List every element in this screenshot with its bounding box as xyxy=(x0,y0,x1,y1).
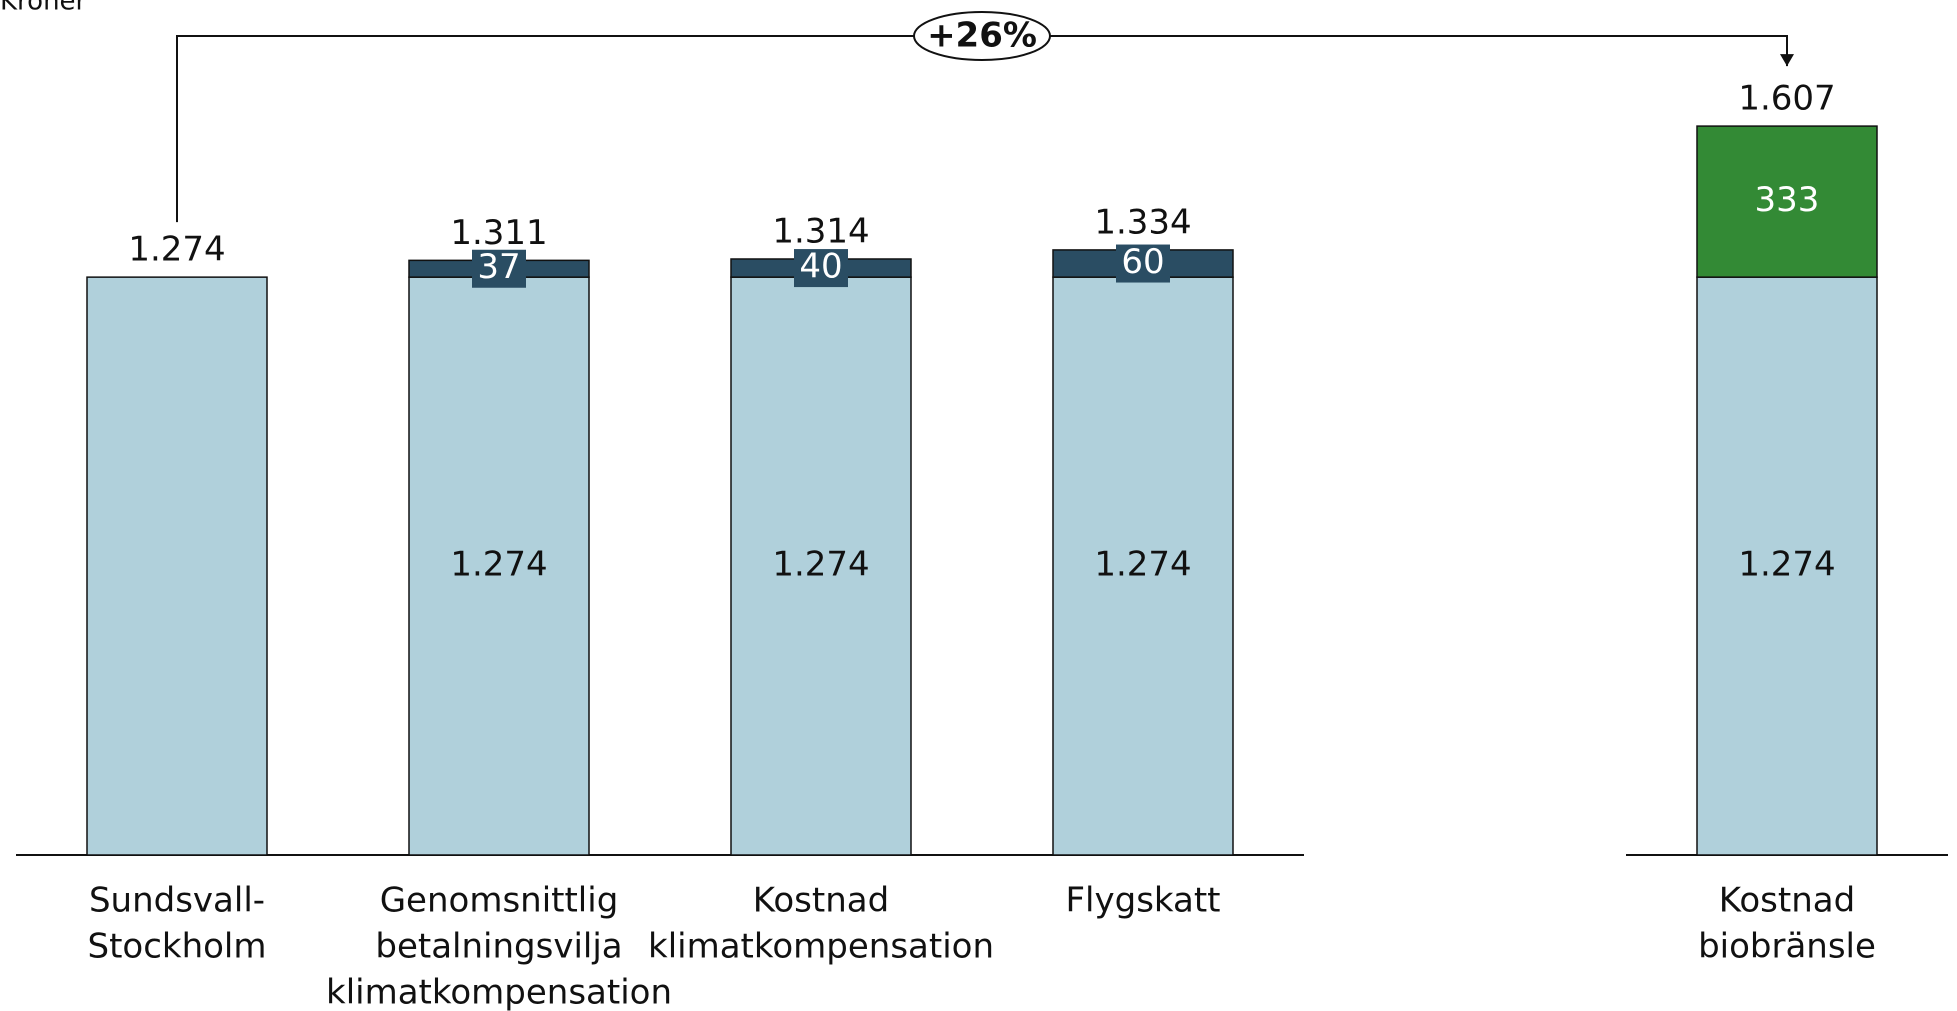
value-label: 333 xyxy=(1755,180,1820,220)
value-label: 1.274 xyxy=(772,545,869,585)
label-box xyxy=(794,249,848,288)
annotation-bubble xyxy=(913,11,1051,61)
value-label: 37 xyxy=(477,247,520,287)
value-label: 1.274 xyxy=(1738,545,1835,585)
total-label: 1.311 xyxy=(450,213,547,253)
x-tick-label: Sundsvall- xyxy=(89,881,265,921)
annotation: +26% xyxy=(927,16,1037,56)
bar-segment xyxy=(408,276,590,856)
bar-segment xyxy=(86,276,268,856)
x-tick-label: Genomsnittlig xyxy=(380,881,619,921)
total-label: 1.274 xyxy=(128,230,225,270)
x-tick-label: Kostnad xyxy=(753,881,889,921)
label-box xyxy=(1116,244,1170,283)
x-tick-label: biobränsle xyxy=(1698,927,1876,967)
value-label: 1.274 xyxy=(450,545,547,585)
bar-segment xyxy=(1696,276,1878,856)
arrow-line xyxy=(176,35,1788,223)
value-label: 1.274 xyxy=(1094,545,1191,585)
x-tick-label: Kostnad xyxy=(1719,881,1855,921)
x-tick-label: Stockholm xyxy=(87,927,266,967)
x-tick-label: klimatkompensation xyxy=(326,973,672,1011)
total-label: 1.314 xyxy=(772,211,869,251)
value-label: 60 xyxy=(1121,242,1164,282)
y-axis-label: Kroner xyxy=(0,0,87,17)
x-tick-label: klimatkompensation xyxy=(648,927,994,967)
bar-segment xyxy=(1696,125,1878,278)
bar-segment xyxy=(730,276,912,856)
label-box xyxy=(472,249,526,288)
total-label: 1.334 xyxy=(1094,202,1191,242)
arrow-head xyxy=(1780,54,1794,67)
x-tick-label: Flygskatt xyxy=(1065,881,1220,921)
x-tick-label: betalningsvilja xyxy=(375,927,622,967)
total-label: 1.607 xyxy=(1738,79,1835,119)
value-label: 40 xyxy=(799,247,842,287)
bar-segment xyxy=(1052,276,1234,856)
